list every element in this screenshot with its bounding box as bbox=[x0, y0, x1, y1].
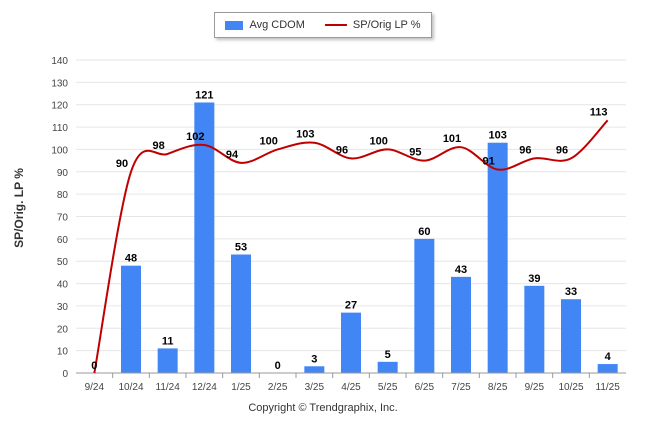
data-labels: 0 48 11 121 53 0 3 27 5 60 43 103 39 33 4 90 98 102 94 100 1… bbox=[91, 89, 611, 372]
y-tick-label: 120 bbox=[51, 101, 68, 112]
x-tick-label: 3/25 bbox=[305, 382, 325, 393]
y-tick-label: 130 bbox=[51, 78, 68, 89]
line-value-label: 96 bbox=[556, 144, 568, 156]
line-value-label: 98 bbox=[153, 140, 165, 152]
y-tick-label: 50 bbox=[57, 257, 69, 268]
bar-value-label: 60 bbox=[418, 226, 430, 238]
line-series bbox=[93, 119, 609, 374]
bar-value-label: 39 bbox=[528, 273, 540, 285]
y-axis-label: SP/Orig. LP % bbox=[12, 168, 26, 248]
y-tick-label: 10 bbox=[57, 347, 69, 358]
legend-item-line[interactable]: SP/Orig LP % bbox=[324, 19, 421, 31]
x-tick-label: 8/25 bbox=[488, 382, 508, 393]
bar-value-label: 48 bbox=[125, 253, 137, 265]
bar-value-label: 4 bbox=[605, 351, 612, 363]
x-tick-label: 10/25 bbox=[558, 382, 583, 393]
bar-value-label: 11 bbox=[162, 335, 174, 347]
bar-1/25[interactable] bbox=[231, 254, 251, 373]
line-value-label: 103 bbox=[296, 129, 314, 141]
bar-11/24[interactable] bbox=[157, 348, 178, 373]
line-value-label: 95 bbox=[409, 147, 421, 159]
x-tick-label: 11/24 bbox=[156, 382, 181, 393]
bar-4/25[interactable] bbox=[341, 312, 361, 373]
line-value-label: 96 bbox=[519, 144, 531, 156]
y-axis-ticks: 0 10 20 30 40 50 60 70 80 90 100 110 120 130 140 bbox=[51, 56, 68, 380]
bar-9/25[interactable] bbox=[524, 285, 545, 373]
line-value-label: 102 bbox=[186, 131, 204, 143]
y-tick-label: 70 bbox=[57, 213, 69, 224]
bar-12/24[interactable] bbox=[194, 102, 215, 373]
legend-line-label: SP/Orig LP % bbox=[352, 19, 421, 31]
grid-lines bbox=[76, 59, 626, 352]
bar-value-label: 0 bbox=[91, 360, 97, 372]
bar-7/25[interactable] bbox=[451, 276, 471, 373]
bar-value-label: 43 bbox=[455, 264, 467, 276]
y-tick-label: 100 bbox=[51, 145, 68, 156]
bar-value-label: 103 bbox=[488, 130, 506, 142]
line-value-label: 96 bbox=[336, 144, 348, 156]
line-sp-orig-lp[interactable] bbox=[93, 119, 609, 374]
y-tick-label: 140 bbox=[51, 56, 68, 67]
x-tick-label: 11/25 bbox=[596, 382, 621, 393]
bar-8/25[interactable] bbox=[487, 142, 508, 373]
line-value-label: 101 bbox=[443, 133, 461, 145]
line-value-label: 100 bbox=[369, 135, 387, 147]
y-tick-label: 60 bbox=[57, 235, 69, 246]
bar-series bbox=[121, 102, 618, 373]
bar-value-label: 27 bbox=[345, 300, 357, 312]
x-tick-label: 12/24 bbox=[192, 382, 217, 393]
legend-bar-label: Avg CDOM bbox=[249, 19, 305, 31]
bar-value-label: 3 bbox=[311, 353, 317, 365]
bar-10/25[interactable] bbox=[561, 299, 581, 373]
bar-6/25[interactable] bbox=[414, 238, 435, 373]
y-tick-label: 80 bbox=[57, 190, 69, 201]
y-tick-label: 20 bbox=[57, 324, 69, 335]
bar-value-label: 5 bbox=[385, 349, 391, 361]
legend: Avg CDOM SP/Orig LP % bbox=[214, 12, 432, 38]
x-tick-label: 9/24 bbox=[85, 382, 105, 393]
y-tick-label: 0 bbox=[62, 369, 68, 380]
bar-value-label: 33 bbox=[565, 286, 577, 298]
bar-value-label: 53 bbox=[235, 242, 247, 254]
line-value-label: 91 bbox=[483, 156, 495, 168]
bar-11/25[interactable] bbox=[597, 364, 618, 373]
legend-item-bar[interactable]: Avg CDOM bbox=[225, 19, 305, 31]
copyright-footer: Copyright © Trendgraphix, Inc. bbox=[248, 402, 398, 414]
bar-5/25[interactable] bbox=[377, 361, 398, 373]
y-tick-label: 30 bbox=[57, 302, 69, 313]
x-axis: 9/24 10/24 11/24 12/24 1/25 2/25 3/25 4/25 5/25 6… bbox=[76, 372, 626, 393]
line-value-label: 94 bbox=[226, 149, 239, 161]
line-value-label: 100 bbox=[259, 135, 277, 147]
y-tick-label: 40 bbox=[57, 280, 69, 291]
x-tick-label: 10/24 bbox=[118, 382, 143, 393]
x-tick-label: 4/25 bbox=[341, 382, 361, 393]
bar-value-label: 0 bbox=[275, 360, 281, 372]
y-tick-label: 110 bbox=[52, 123, 68, 134]
x-tick-label: 7/25 bbox=[451, 382, 471, 393]
y-tick-label: 90 bbox=[57, 168, 69, 179]
bar-3/25[interactable] bbox=[304, 366, 325, 373]
bar-value-label: 121 bbox=[195, 89, 213, 101]
x-tick-label: 6/25 bbox=[415, 382, 435, 393]
legend-line-swatch bbox=[324, 24, 347, 26]
legend-bar-swatch bbox=[225, 20, 244, 30]
x-tick-label: 1/25 bbox=[231, 382, 251, 393]
line-value-label: 113 bbox=[590, 106, 608, 118]
bar-10/24[interactable] bbox=[121, 265, 141, 373]
x-tick-label: 2/25 bbox=[268, 382, 288, 393]
line-value-label: 90 bbox=[116, 158, 128, 170]
x-tick-label: 5/25 bbox=[378, 382, 398, 393]
x-tick-label: 9/25 bbox=[525, 382, 545, 393]
